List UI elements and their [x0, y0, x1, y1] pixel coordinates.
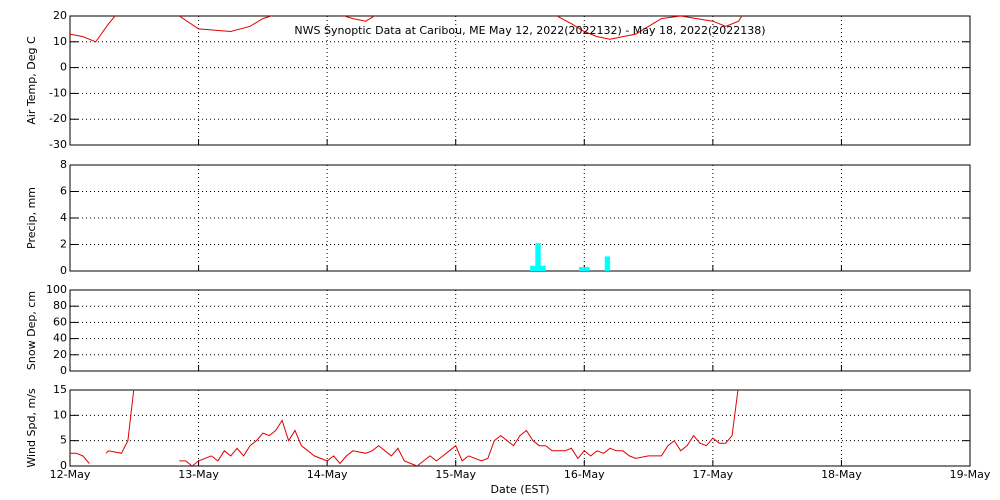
y-tick-label: 40	[53, 332, 67, 345]
plot-frame	[69, 164, 971, 272]
bar	[584, 267, 590, 271]
y-tick-label: 6	[60, 185, 67, 198]
y-tick-label: 8	[60, 158, 67, 171]
x-tick-label: 14-May	[307, 468, 348, 481]
y-tick-label: 4	[60, 211, 67, 224]
y-tick-label: 60	[53, 315, 67, 328]
x-tick-label: 18-May	[821, 468, 862, 481]
plot-area	[70, 390, 739, 466]
plot-frame	[69, 15, 971, 146]
plot-frame	[69, 389, 971, 467]
y-axis-label: Precip, mm	[25, 187, 38, 249]
data-line	[70, 390, 739, 466]
y-tick-label: 15	[53, 383, 67, 396]
y-tick-label: -10	[49, 86, 67, 99]
y-axis-label: Air Temp, Deg C	[25, 36, 38, 125]
bar	[540, 265, 546, 271]
bar	[530, 265, 536, 271]
y-tick-label: 100	[46, 283, 67, 296]
x-tick-label: 15-May	[435, 468, 476, 481]
y-tick-label: 20	[53, 9, 67, 22]
y-axis-label: Wind Spd, m/s	[25, 388, 38, 468]
y-tick-label: 0	[60, 264, 67, 277]
bar	[535, 243, 541, 271]
y-tick-label: -20	[49, 112, 67, 125]
plot-area	[70, 16, 743, 43]
y-tick-label: 5	[60, 434, 67, 447]
data-line	[70, 16, 743, 43]
x-axis-label: Date (EST)	[490, 483, 549, 496]
y-tick-label: 80	[53, 299, 67, 312]
y-axis-label: Snow Dep, cm	[25, 291, 38, 370]
y-tick-label: 0	[60, 61, 67, 74]
x-tick-label: 16-May	[564, 468, 605, 481]
y-tick-label: 0	[60, 364, 67, 377]
x-tick-label: 12-May	[50, 468, 91, 481]
bar	[604, 256, 611, 271]
y-tick-label: 10	[53, 35, 67, 48]
x-tick-label: 19-May	[950, 468, 991, 481]
y-tick-label: 2	[60, 238, 67, 251]
y-tick-label: 20	[53, 348, 67, 361]
plot-frame	[69, 289, 971, 372]
bar	[579, 267, 585, 271]
x-tick-label: 13-May	[178, 468, 219, 481]
chart-title: NWS Synoptic Data at Caribou, ME May 12,…	[294, 24, 765, 37]
x-tick-label: 17-May	[692, 468, 733, 481]
y-tick-label: -30	[49, 138, 67, 151]
plot-area	[530, 243, 611, 271]
y-tick-label: 10	[53, 408, 67, 421]
y-tick-label: 0	[60, 459, 67, 472]
